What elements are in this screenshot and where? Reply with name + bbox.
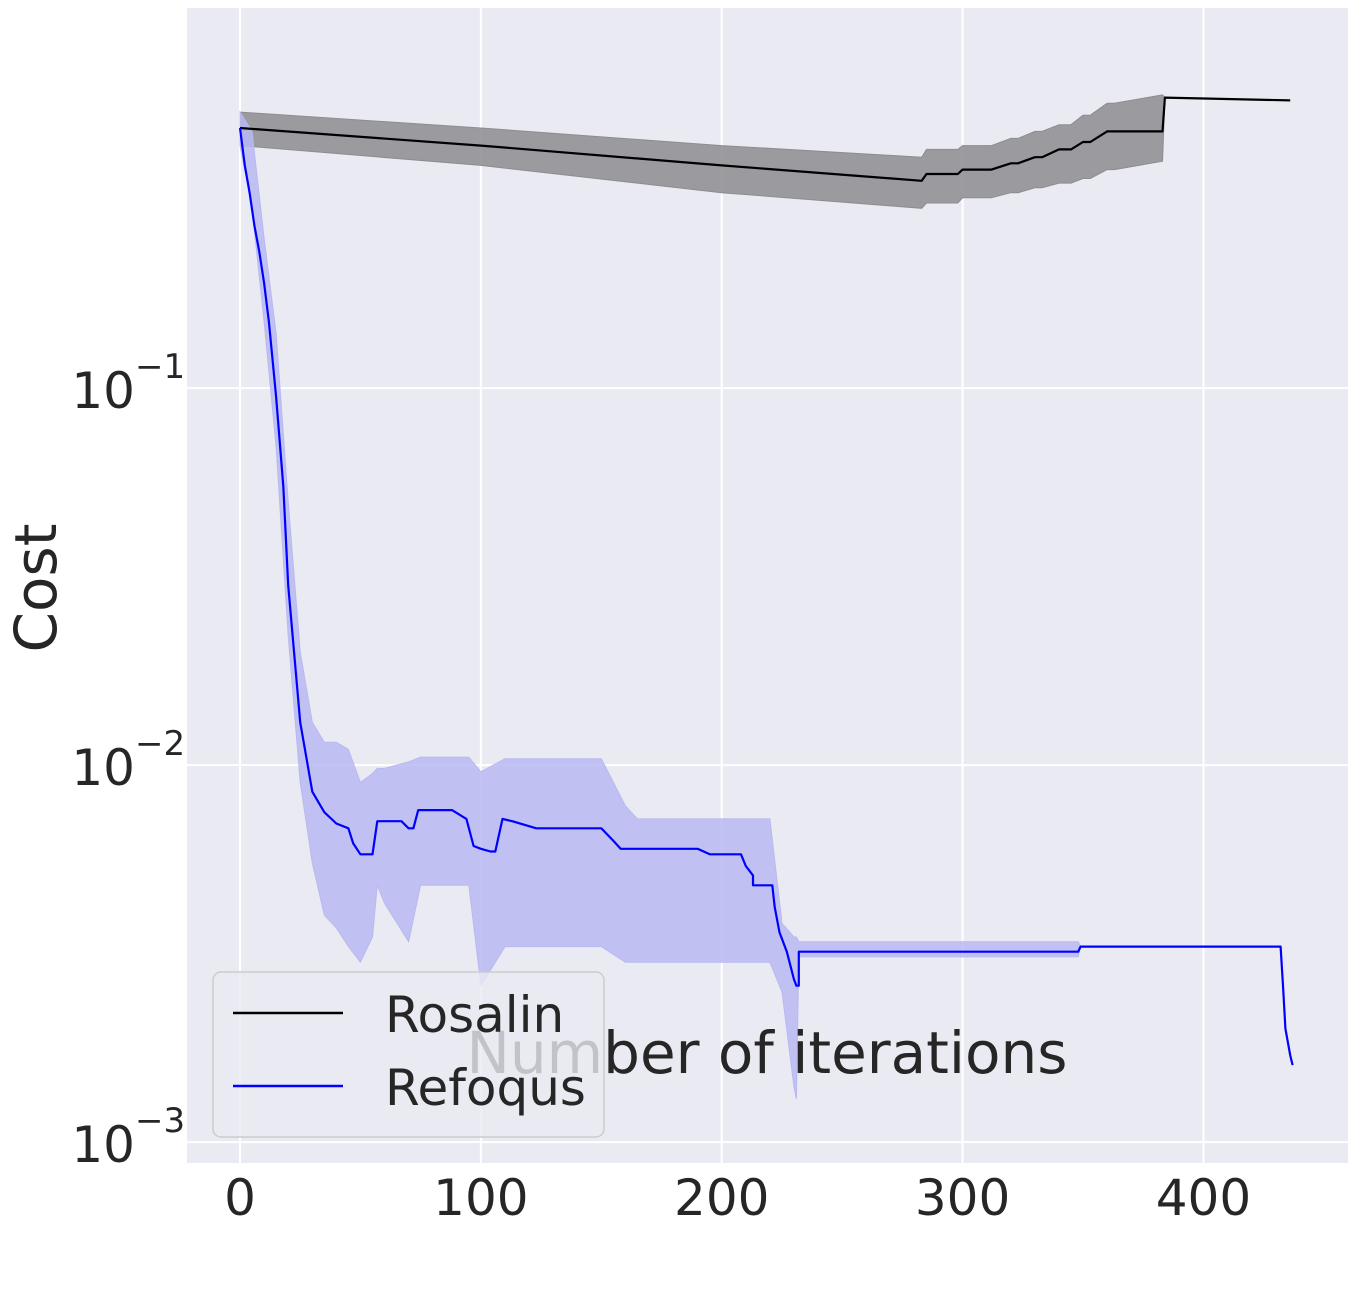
y-tick-exponent: −2 [135,724,185,764]
y-tick-exponent: −1 [135,347,185,387]
x-tick-labels: 0 100 200 300 400 [224,1169,1251,1227]
legend-label-refoqus: Refoqus [385,1059,586,1117]
x-tick-label: 100 [433,1169,528,1227]
plot-background [187,8,1348,1163]
x-tick-label: 400 [1156,1169,1251,1227]
x-tick-label: 0 [224,1169,256,1227]
series-line-rosalin [239,96,1291,182]
series-lines [238,96,1294,1066]
y-axis-title: Cost [2,524,70,653]
x-tick-label: 200 [674,1169,769,1227]
series-line-refoqus [238,127,1294,1066]
y-tick-labels: 10−110−210−3 [71,347,185,1174]
legend: Rosalin Refoqus [212,971,605,1138]
y-tick-base: 10 [71,362,135,420]
y-tick-base: 10 [71,1116,135,1174]
y-tick-label: 10 −3 [71,1101,185,1174]
grid-lines [187,8,1348,1163]
y-tick-label: 10 −1 [71,347,185,420]
band-refoqus [239,110,1082,1100]
y-tick-exponent: −3 [135,1101,185,1141]
y-tick-base: 10 [71,739,135,797]
y-tick-label: 10 −2 [71,724,185,797]
x-tick-label: 300 [915,1169,1010,1227]
legend-label-rosalin: Rosalin [385,986,564,1044]
